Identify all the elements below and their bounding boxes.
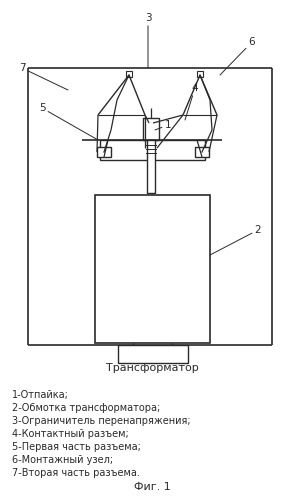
- Text: Фиг. 1: Фиг. 1: [134, 482, 170, 492]
- Text: 5: 5: [39, 103, 98, 140]
- Text: 1-Отпайка;: 1-Отпайка;: [12, 390, 69, 400]
- Text: 3-Ограничитель перенапряжения;: 3-Ограничитель перенапряжения;: [12, 416, 191, 426]
- Bar: [95, 195, 210, 343]
- Text: 2-Обмотка трансформатора;: 2-Обмотка трансформатора;: [12, 403, 160, 413]
- Text: 5-Первая часть разъема;: 5-Первая часть разъема;: [12, 442, 141, 452]
- Text: 3: 3: [145, 13, 151, 68]
- Text: 6-Монтажный узел;: 6-Монтажный узел;: [12, 455, 113, 465]
- Text: 7-Вторая часть разъема.: 7-Вторая часть разъема.: [12, 468, 140, 478]
- Bar: [100, 140, 205, 160]
- Text: 4: 4: [185, 83, 198, 120]
- Bar: [143, 118, 159, 140]
- Text: 7: 7: [19, 63, 68, 90]
- Text: 2: 2: [210, 225, 261, 255]
- Text: 6: 6: [220, 37, 255, 75]
- Text: Трансформатор: Трансформатор: [106, 363, 198, 373]
- Text: 4-Контактный разъем;: 4-Контактный разъем;: [12, 429, 129, 439]
- Bar: [147, 140, 155, 193]
- Bar: [126, 71, 132, 77]
- Text: 1: 1: [155, 120, 171, 130]
- Bar: [195, 147, 209, 157]
- Bar: [118, 345, 188, 363]
- Bar: [97, 147, 111, 157]
- Bar: [197, 71, 203, 77]
